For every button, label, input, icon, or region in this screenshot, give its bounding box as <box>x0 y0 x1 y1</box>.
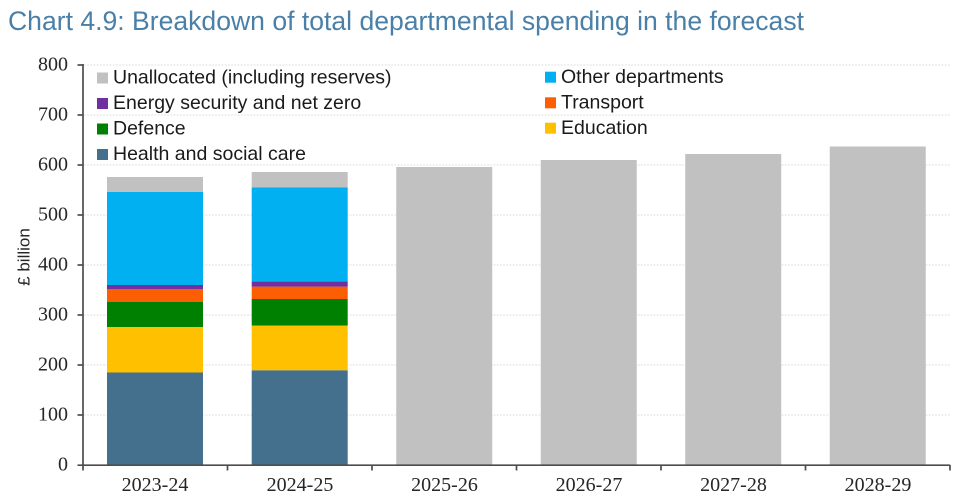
svg-text:Unallocated (including reserve: Unallocated (including reserves) <box>113 67 392 89</box>
svg-text:Chart 4.9: Breakdown of total: Chart 4.9: Breakdown of total department… <box>8 6 804 36</box>
svg-text:2023-24: 2023-24 <box>122 474 189 496</box>
svg-text:2028-29: 2028-29 <box>845 474 912 496</box>
svg-text:2024-25: 2024-25 <box>267 474 334 496</box>
svg-text:300: 300 <box>38 304 68 326</box>
svg-text:Energy security and net zero: Energy security and net zero <box>113 92 361 114</box>
svg-text:2025-26: 2025-26 <box>411 474 478 496</box>
svg-text:600: 600 <box>38 154 68 176</box>
svg-text:2027-28: 2027-28 <box>700 474 767 496</box>
svg-text:2026-27: 2026-27 <box>556 474 623 496</box>
svg-text:Education: Education <box>561 117 648 139</box>
svg-text:Other departments: Other departments <box>561 66 724 88</box>
svg-text:800: 800 <box>38 54 68 76</box>
svg-text:400: 400 <box>38 254 68 276</box>
svg-text:Transport: Transport <box>561 92 644 114</box>
svg-text:200: 200 <box>38 354 68 376</box>
svg-text:£ billion: £ billion <box>15 228 34 286</box>
svg-text:500: 500 <box>38 204 68 226</box>
svg-text:700: 700 <box>38 104 68 126</box>
svg-text:Defence: Defence <box>113 118 186 140</box>
svg-text:100: 100 <box>38 404 68 426</box>
svg-text:Health and social care: Health and social care <box>113 143 306 165</box>
svg-text:0: 0 <box>58 454 68 476</box>
